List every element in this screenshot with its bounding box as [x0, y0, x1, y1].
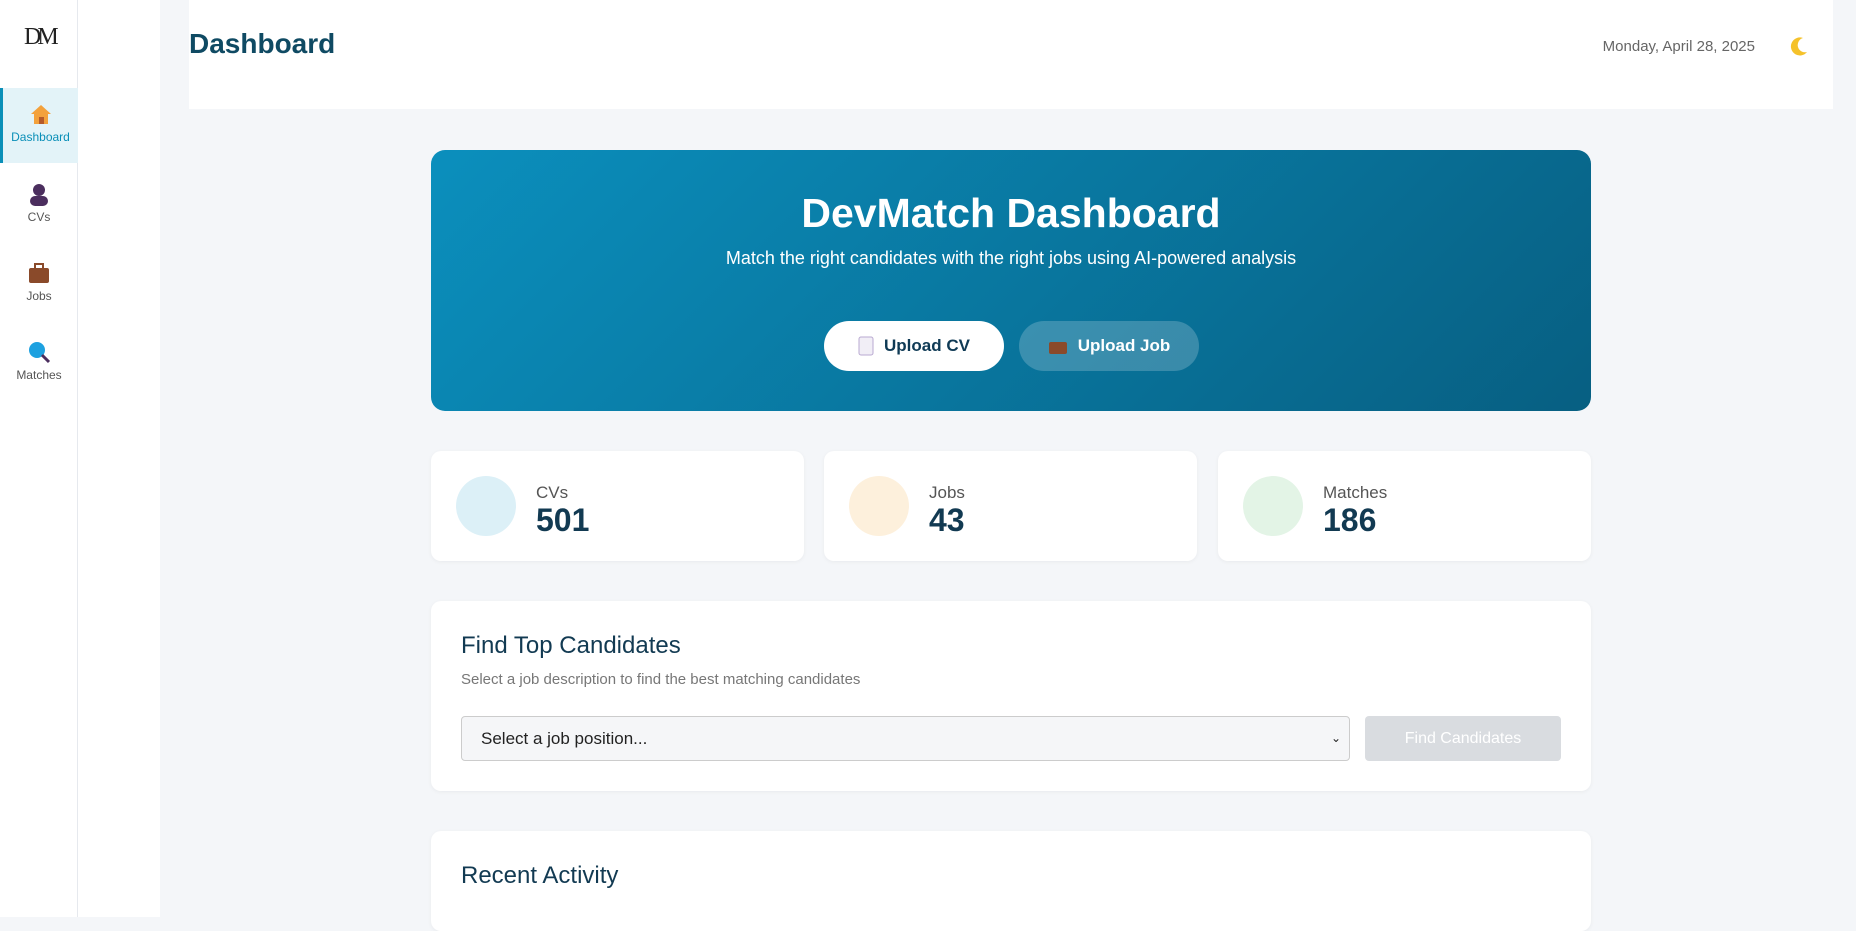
icon: [1048, 342, 1067, 354]
panel-subtitle: Select a job description to find the bes…: [461, 671, 861, 688]
upload-job-button[interactable]: Upload Job: [1019, 321, 1199, 371]
page-title: Dashboard: [189, 28, 336, 59]
nav-label: CVs: [27, 210, 51, 224]
recent-panel: Recent Activity: [431, 831, 1591, 931]
button-label: Upload Job: [1077, 336, 1171, 355]
stat-value: 186: [1323, 502, 1377, 538]
stat-value: 501: [536, 502, 590, 538]
find-button[interactable]: Find Candidates: [1365, 716, 1561, 761]
stat-card: CVs 501: [431, 451, 804, 561]
stat-label: Jobs: [929, 483, 965, 502]
select-placeholder: Select a job position...: [481, 729, 648, 748]
logo[interactable]: DM: [24, 24, 59, 50]
nav-item[interactable]: CVs: [0, 168, 78, 243]
icon: [30, 105, 51, 124]
icon: [29, 263, 49, 283]
stat-label: Matches: [1323, 483, 1388, 502]
nav-item[interactable]: Jobs: [0, 247, 78, 322]
stat-icon: [456, 476, 516, 536]
sidebar: DM Dashboard CVs Jobs Matches: [0, 0, 78, 917]
find-panel: Find Top Candidates Select a job descrip…: [431, 601, 1591, 791]
stat-value: 43: [929, 502, 965, 538]
sidebar-gutter: [78, 0, 160, 917]
stat-card: Matches 186: [1218, 451, 1591, 561]
stat-card: Jobs 43: [824, 451, 1197, 561]
icon: [29, 342, 51, 364]
stat-label: CVs: [536, 483, 569, 502]
nav-item[interactable]: Dashboard: [0, 88, 78, 163]
theme-toggle[interactable]: [1789, 36, 1809, 56]
nav-item[interactable]: Matches: [0, 326, 78, 401]
button-label: Find Candidates: [1404, 730, 1522, 747]
nav-label: Dashboard: [11, 130, 70, 144]
panel-title: Recent Activity: [461, 862, 619, 889]
panel-title: Find Top Candidates: [461, 632, 681, 659]
date: Monday, April 28, 2025: [1602, 38, 1755, 55]
stat-icon: [849, 476, 909, 536]
stat-icon: [1243, 476, 1303, 536]
icon: [30, 184, 48, 206]
hero-title: DevMatch Dashboard: [801, 190, 1221, 236]
header: Dashboard Monday, April 28, 2025: [189, 0, 1833, 109]
button-label: Upload CV: [884, 336, 970, 355]
nav-label: Jobs: [26, 289, 52, 303]
upload-cv-button[interactable]: Upload CV: [824, 321, 1004, 371]
hero-subtitle: Match the right candidates with the righ…: [725, 248, 1297, 268]
nav-label: Matches: [16, 368, 62, 382]
icon: [858, 336, 874, 356]
hero-banner: DevMatch Dashboard Match the right candi…: [431, 150, 1591, 411]
job-select[interactable]: Select a job position... ⌄: [461, 716, 1350, 761]
